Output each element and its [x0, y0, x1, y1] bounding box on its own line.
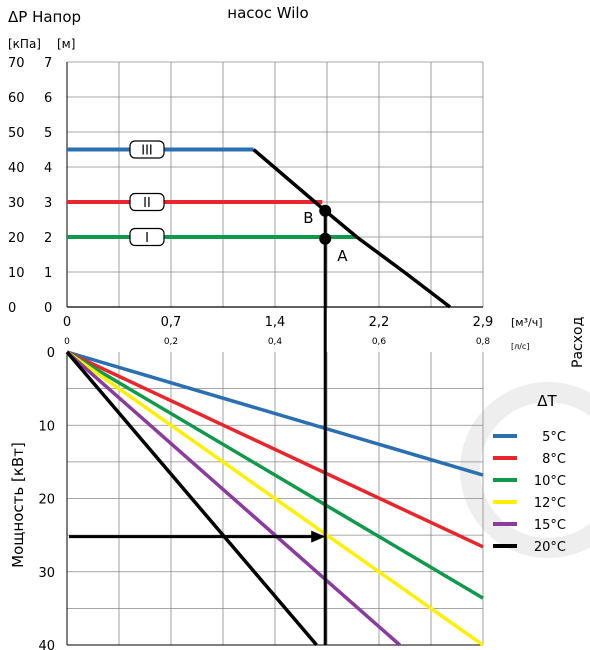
y-tick-kpa: 70	[8, 56, 25, 71]
head-axis-unit-kpa: [кПа]	[8, 37, 41, 51]
power-axis-title: Мощность [кВт]	[9, 442, 27, 568]
y-tick-m: 1	[44, 266, 52, 281]
legend-label: 20°C	[534, 540, 566, 555]
speed-label-box	[129, 192, 165, 212]
flow-unit-m3h: [м³/ч]	[511, 316, 543, 329]
y-tick-m: 3	[44, 196, 52, 211]
pump-curve	[252, 148, 452, 309]
speed-label: I	[145, 231, 149, 246]
x-tick-ls: 0	[64, 337, 70, 347]
power-y-tick: 30	[38, 566, 55, 581]
x-tick-m3h: 2,9	[473, 315, 494, 330]
x-tick-m3h: 1,4	[265, 315, 286, 330]
legend-label: 8°C	[542, 452, 566, 467]
operating-lines	[69, 210, 327, 645]
x-tick-m3h: 0	[63, 315, 71, 330]
power-series-20c	[65, 350, 318, 647]
x-tick-ls: 0,4	[268, 337, 283, 347]
flow-axis-title: Расход	[570, 317, 586, 368]
y-tick-kpa: 60	[8, 91, 25, 106]
y-tick-kpa: 40	[8, 161, 25, 176]
power-y-tick: 10	[38, 419, 55, 434]
y-tick-m: 4	[44, 161, 52, 176]
speed-label: III	[141, 144, 153, 159]
legend: 5°C 8°C 10°C 12°C 15°C 20°C	[493, 430, 566, 555]
power-series	[65, 350, 485, 647]
y-tick-m: 2	[44, 231, 52, 246]
y-tick-kpa: 0	[8, 301, 16, 316]
legend-label: 15°C	[534, 518, 566, 533]
x-tick-ls: 0,8	[476, 337, 491, 347]
y-tick-m: 7	[44, 56, 52, 71]
y-tick-m: 6	[44, 91, 52, 106]
watermark	[460, 382, 590, 558]
point-label: B	[303, 209, 313, 227]
speed-label-box	[129, 140, 165, 159]
power-y-tick: 40	[38, 639, 55, 650]
x-tick-ls: 0,2	[164, 337, 178, 347]
legend-label: 12°C	[534, 496, 566, 511]
point-label: A	[337, 247, 348, 265]
y-tick-m: 5	[44, 126, 52, 141]
power-series-10c	[66, 350, 484, 600]
x-tick-m3h: 0,7	[161, 315, 182, 330]
x-tick-m3h: 2,2	[369, 315, 390, 330]
power-series-8c	[66, 350, 484, 549]
tick-labels: 0 010 120 230 340 450 560 670 7000,70,21,40,42,2…	[8, 56, 493, 650]
power-series-5c	[66, 350, 484, 477]
speed-label: II	[143, 196, 151, 211]
y-tick-kpa: 50	[8, 126, 25, 141]
chart-title: насос Wilo	[227, 4, 308, 22]
speed-label-box	[129, 227, 165, 247]
y-tick-kpa: 20	[8, 231, 25, 246]
power-y-tick: 0	[47, 346, 55, 361]
power-series-12c	[65, 350, 485, 647]
legend-title: ΔT	[537, 392, 557, 410]
y-tick-kpa: 30	[8, 196, 25, 211]
head-axis-title: ΔP Напор	[8, 8, 81, 26]
head-axis-unit-m: [м]	[57, 37, 75, 51]
y-tick-kpa: 10	[8, 266, 25, 281]
power-y-tick: 20	[38, 493, 55, 508]
y-tick-m: 0	[44, 301, 52, 316]
flow-unit-ls: [л/с]	[511, 342, 529, 351]
legend-label: 10°C	[534, 474, 566, 489]
arrow-head	[311, 530, 326, 543]
power-series-15c	[65, 350, 401, 647]
legend-label: 5°C	[542, 430, 566, 445]
x-tick-ls: 0,6	[372, 337, 387, 347]
